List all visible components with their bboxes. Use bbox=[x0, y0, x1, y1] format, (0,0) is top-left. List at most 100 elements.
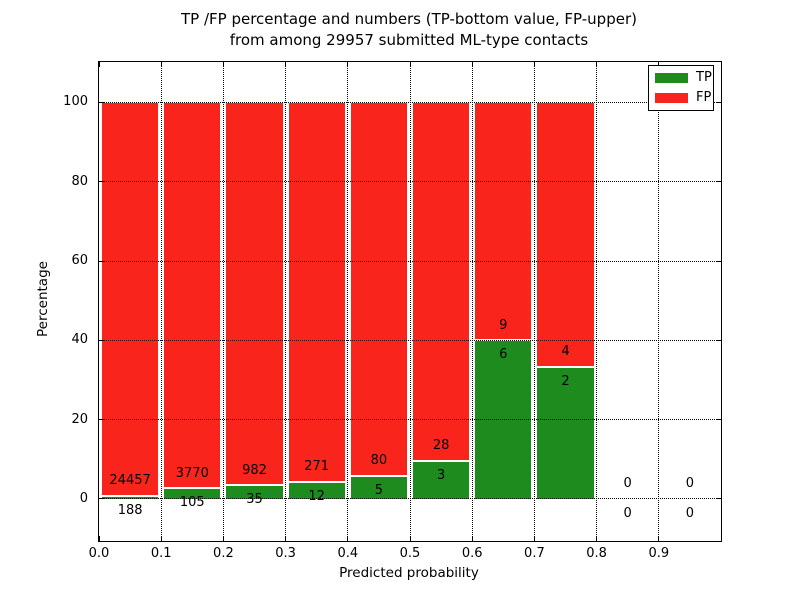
y-tick-mark bbox=[99, 260, 104, 262]
x-tick-mark bbox=[533, 536, 535, 541]
x-tick-mark bbox=[222, 536, 224, 541]
bar-label-tp-count: 0 bbox=[623, 506, 632, 522]
bar-segment-tp bbox=[536, 366, 595, 499]
x-tick-mark bbox=[347, 536, 349, 541]
fp-legend-label: FP bbox=[696, 90, 712, 105]
x-tick-mark bbox=[658, 536, 660, 541]
x-tick-mark bbox=[98, 62, 100, 67]
y-tick-mark bbox=[716, 260, 721, 262]
y-tick-mark bbox=[99, 498, 104, 500]
bar-segment-fp bbox=[287, 102, 346, 483]
y-tick-mark bbox=[99, 181, 104, 183]
v-gridline bbox=[471, 62, 473, 541]
y-tick-label: 40 bbox=[71, 332, 88, 348]
bar-label-fp-count: 982 bbox=[242, 462, 267, 478]
chart-title-line2: from among 29957 submitted ML-type conta… bbox=[229, 31, 589, 49]
y-tick-mark bbox=[716, 419, 721, 421]
y-tick-label: 20 bbox=[71, 411, 88, 427]
bar-label-tp-count: 12 bbox=[308, 489, 325, 505]
v-gridline bbox=[533, 62, 535, 541]
legend: TP FP bbox=[648, 65, 714, 111]
bar-segment-tp bbox=[101, 495, 160, 499]
y-tick-mark bbox=[716, 339, 721, 341]
y-axis-title: Percentage bbox=[35, 261, 51, 337]
bar-label-tp-count: 5 bbox=[374, 482, 384, 498]
bar-label-tp-count: 3 bbox=[436, 467, 446, 483]
bar-label-fp-count: 24457 bbox=[109, 473, 151, 489]
bar-label-fp-count: 28 bbox=[432, 437, 450, 453]
x-tick-label: 0.3 bbox=[275, 546, 296, 561]
x-tick-mark bbox=[222, 62, 224, 67]
y-tick-label: 60 bbox=[71, 253, 88, 269]
chart-title-line1: TP /FP percentage and numbers (TP-bottom… bbox=[181, 10, 637, 28]
bar-segment-tp bbox=[412, 460, 471, 499]
bar-segment-fp bbox=[412, 102, 471, 461]
y-tick-mark bbox=[99, 101, 104, 103]
x-tick-label: 0.5 bbox=[399, 546, 421, 561]
tp-legend-swatch-icon bbox=[655, 73, 688, 83]
bar-segment-fp bbox=[101, 102, 160, 496]
bar-segment-fp bbox=[225, 102, 284, 486]
x-tick-label: 0.4 bbox=[337, 546, 359, 561]
bar-label-tp-count: 2 bbox=[561, 373, 570, 389]
bar-label-fp-count: 4 bbox=[561, 344, 570, 360]
y-tick-mark bbox=[716, 181, 721, 183]
v-gridline bbox=[596, 62, 598, 541]
fp-legend-swatch-icon bbox=[655, 93, 688, 103]
legend-item-fp: FP bbox=[649, 89, 713, 107]
y-tick-mark bbox=[99, 419, 104, 421]
x-axis-title: Predicted probability bbox=[339, 565, 479, 581]
x-tick-label: 0.8 bbox=[586, 546, 607, 561]
bar-segment-tp bbox=[225, 485, 284, 499]
x-tick-label: 0.6 bbox=[461, 546, 483, 561]
v-gridline bbox=[285, 62, 287, 541]
bar-segment-tp bbox=[287, 482, 346, 499]
bar-segment-fp bbox=[536, 102, 595, 367]
bar-label-tp-count: 188 bbox=[117, 503, 143, 518]
x-tick-mark bbox=[409, 62, 411, 67]
x-tick-mark bbox=[471, 62, 473, 67]
bar-label-fp-count: 0 bbox=[685, 476, 695, 492]
x-tick-label: 0.0 bbox=[88, 546, 110, 561]
x-tick-mark bbox=[409, 536, 411, 541]
v-gridline bbox=[222, 62, 224, 541]
v-gridline bbox=[347, 62, 349, 541]
bar-label-fp-count: 80 bbox=[370, 452, 388, 468]
x-tick-label: 0.7 bbox=[524, 546, 545, 561]
tp-legend-label: TP bbox=[696, 70, 712, 85]
bar-label-fp-count: 0 bbox=[623, 476, 632, 492]
x-tick-mark bbox=[98, 536, 100, 541]
bar-label-fp-count: 3770 bbox=[175, 465, 209, 481]
bar-label-tp-count: 35 bbox=[246, 492, 263, 508]
y-tick-label: 0 bbox=[79, 490, 88, 506]
bar-segment-fp bbox=[163, 102, 222, 489]
bar-segment-fp bbox=[474, 102, 533, 341]
plot-area: 24457 188 3770 105 982 35 271 12 80 5 28 3 9 6 4 2 0 0 0 0 bbox=[98, 61, 722, 542]
v-gridline bbox=[160, 62, 162, 541]
bar-segment-fp bbox=[349, 102, 408, 476]
y-tick-label: 100 bbox=[63, 94, 88, 110]
x-tick-mark bbox=[471, 536, 473, 541]
bar-label-tp-count: 105 bbox=[179, 495, 205, 511]
x-tick-label: 0.9 bbox=[648, 546, 670, 561]
bar-label-tp-count: 6 bbox=[499, 347, 508, 363]
x-tick-mark bbox=[533, 62, 535, 67]
bar-segment-tp bbox=[349, 475, 408, 499]
bar-label-fp-count: 9 bbox=[499, 317, 508, 333]
y-tick-mark bbox=[99, 339, 104, 341]
x-tick-mark bbox=[596, 62, 598, 67]
x-tick-mark bbox=[596, 536, 598, 541]
bar-segment-tp bbox=[163, 488, 222, 499]
x-tick-label: 0.1 bbox=[150, 546, 172, 561]
bar-label-tp-count: 0 bbox=[685, 506, 695, 522]
legend-item-tp: TP bbox=[649, 69, 713, 87]
x-tick-mark bbox=[160, 62, 162, 67]
x-tick-mark bbox=[285, 62, 287, 67]
y-tick-mark bbox=[716, 498, 721, 500]
v-gridline bbox=[658, 62, 660, 541]
y-tick-label: 80 bbox=[71, 173, 88, 189]
v-gridline bbox=[409, 62, 411, 541]
x-tick-mark bbox=[285, 536, 287, 541]
y-tick-mark bbox=[716, 101, 721, 103]
